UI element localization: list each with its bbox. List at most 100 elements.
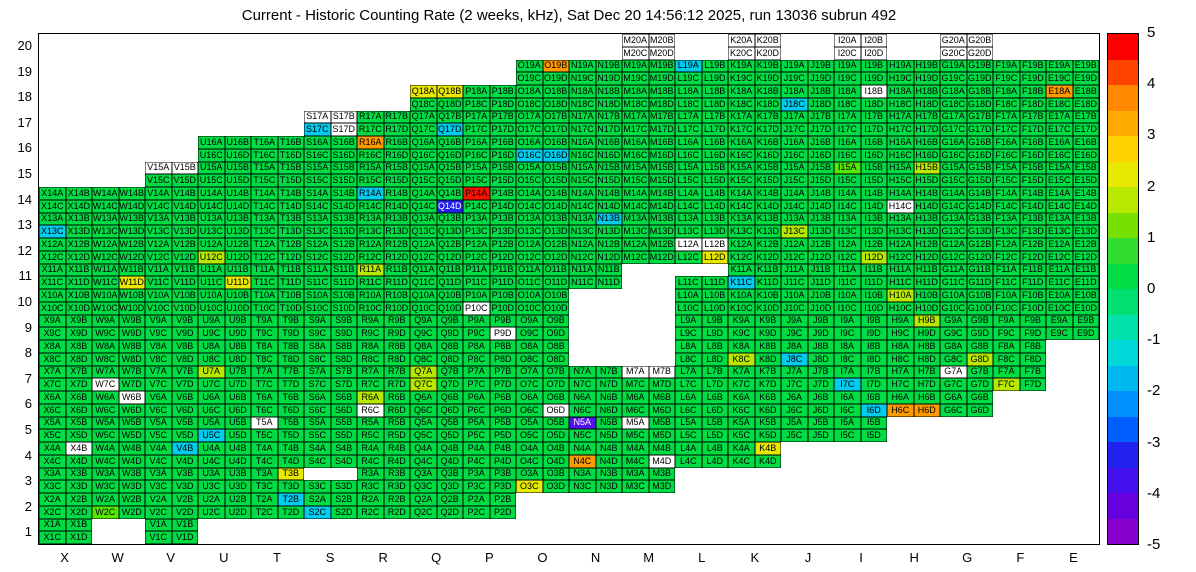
cell-K13: K13A K13B K13C K13D <box>728 212 781 238</box>
cell-Q4B: Q4B <box>436 442 463 455</box>
cell-P13A: P13A <box>463 212 490 226</box>
cell-F12B: F12B <box>1019 238 1046 251</box>
cell-W2: W2A W2B W2C W2D <box>92 493 145 519</box>
cell-X11A: X11A <box>39 263 66 277</box>
cell-W9B: W9B <box>118 314 145 328</box>
cell-E3 <box>1046 467 1099 493</box>
cell-H12D: H12D <box>913 250 940 264</box>
cell-S8C: S8C <box>304 352 331 366</box>
cell-V3D: V3D <box>171 480 198 493</box>
cell-E11A: E11A <box>1046 263 1073 277</box>
cell-I8B: I8B <box>860 340 887 353</box>
cell-E9B: E9B <box>1072 314 1099 328</box>
cell-M14: M14A M14B M14C M14D <box>622 187 675 213</box>
cell-R2A: R2A <box>357 493 384 506</box>
cell-U4C: U4C <box>198 454 225 468</box>
cell-K16: K16A K16B K16C K16D <box>728 136 781 162</box>
cell-O5B: O5B <box>542 416 569 430</box>
cell-K10D: K10D <box>754 301 781 315</box>
cell-W7B: W7B <box>118 365 145 379</box>
cell-O17D: O17D <box>542 123 569 136</box>
cell-I10A: I10A <box>834 289 861 302</box>
cell-T4: T4A T4B T4C T4D <box>251 442 304 468</box>
cell-O3: O3A O3B O3C O3D <box>516 467 569 493</box>
cell-E15: E15A E15B E15C E15D <box>1046 161 1099 187</box>
cell-V7B: V7B <box>171 365 198 379</box>
cell-M4D: M4D <box>648 454 675 468</box>
cell-K7: K7A K7B K7C K7D <box>728 365 781 391</box>
cell-X8: X8A X8B X8C X8D <box>39 340 92 366</box>
cell-O20 <box>516 34 569 60</box>
cell-T14A: T14A <box>251 187 278 200</box>
cell-K20B: K20B <box>754 34 781 47</box>
cell-T7A: T7A <box>251 365 278 379</box>
cell-F14B: F14B <box>1019 187 1046 200</box>
cell-G15D: G15D <box>966 174 993 187</box>
cell-E5 <box>1046 416 1099 442</box>
cell-K5A: K5A <box>728 416 755 430</box>
cell-T7C: T7C <box>251 378 278 391</box>
cell-K14A: K14A <box>728 187 755 200</box>
cell-I20D: I20D <box>860 46 887 60</box>
cell-O10A: O10A <box>516 289 543 302</box>
cell-K12D: K12D <box>754 250 781 264</box>
cell-R8: R8A R8B R8C R8D <box>357 340 410 366</box>
cell-N12B: N12B <box>595 238 622 251</box>
cell-T2B: T2B <box>277 493 304 506</box>
cell-Q17C: Q17C <box>410 123 437 136</box>
cell-P1 <box>463 518 516 544</box>
cell-N12D: N12D <box>595 250 622 264</box>
y-axis-label: 19 <box>17 63 32 79</box>
cell-I14C: I14C <box>834 199 861 213</box>
cell-Q12D: Q12D <box>436 250 463 264</box>
colorbar-band <box>1108 187 1138 213</box>
cell-F11B: F11B <box>1019 263 1046 277</box>
cell-U6: U6A U6B U6C U6D <box>198 391 251 417</box>
cell-Q15D: Q15D <box>436 174 463 187</box>
cell-W11A: W11A <box>92 263 119 277</box>
cell-W2A: W2A <box>92 493 119 506</box>
cell-X14C: X14C <box>39 199 66 213</box>
cell-G20C: G20C <box>940 46 967 60</box>
cell-U5D: U5D <box>224 429 251 442</box>
cell-O4D: O4D <box>542 454 569 468</box>
cell-W4D: W4D <box>118 454 145 468</box>
cell-Q11B: Q11B <box>436 263 463 277</box>
cell-M5C: M5C <box>622 429 649 442</box>
cell-W8: W8A W8B W8C W8D <box>92 340 145 366</box>
cell-N15C: N15C <box>569 174 596 187</box>
cell-H12C: H12C <box>887 250 914 264</box>
cell-L6B: L6B <box>701 391 728 404</box>
cell-T17 <box>251 110 304 136</box>
cell-I12: I12A I12B I12C I12D <box>834 238 887 264</box>
cell-S7B: S7B <box>330 365 357 379</box>
cell-S8A: S8A <box>304 340 331 353</box>
cell-O4A: O4A <box>516 442 543 455</box>
cell-L17A: L17A <box>675 110 702 124</box>
cell-W19 <box>92 59 145 85</box>
cell-U5C: U5C <box>198 429 225 442</box>
cell-I15C: I15C <box>834 174 861 187</box>
cell-N7B: N7B <box>595 365 622 379</box>
cell-P14: P14A P14B P14C P14D <box>463 187 516 213</box>
cell-V15D: V15D <box>171 174 198 187</box>
cell-G16C: G16C <box>940 148 967 162</box>
cell-P14A: P14A <box>463 187 490 200</box>
cell-I4 <box>834 442 887 468</box>
cell-E20 <box>1046 34 1099 60</box>
cell-F9: F9A F9B F9C F9D <box>993 314 1046 340</box>
cell-M12D: M12D <box>648 250 675 264</box>
cell-O16B: O16B <box>542 136 569 149</box>
cell-I12C: I12C <box>834 250 861 264</box>
cell-W8C: W8C <box>92 352 119 366</box>
cell-R9: R9A R9B R9C R9D <box>357 314 410 340</box>
cell-J18A: J18A <box>781 85 808 98</box>
cell-R20 <box>357 34 410 60</box>
cell-X10: X10A X10B X10C X10D <box>39 289 92 315</box>
x-axis-label: T <box>272 550 281 565</box>
cell-X11D: X11D <box>65 276 92 289</box>
cell-Q11D: Q11D <box>436 276 463 289</box>
cell-H18B: H18B <box>913 85 940 98</box>
cell-U2A: U2A <box>198 493 225 506</box>
cell-L15B: L15B <box>701 161 728 175</box>
